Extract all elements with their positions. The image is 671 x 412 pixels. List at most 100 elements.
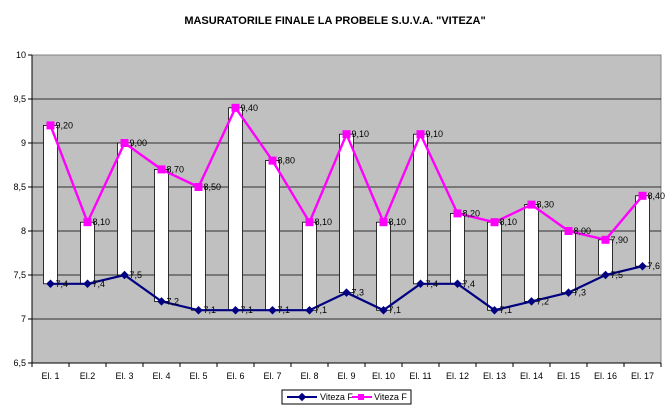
- data-label: 7,5: [611, 270, 624, 280]
- data-point: [83, 279, 92, 289]
- x-tick-label: El. 17: [631, 371, 654, 381]
- high-low-bar: [413, 133, 428, 285]
- high-low-bar: [117, 142, 132, 276]
- data-point: [268, 156, 277, 165]
- data-label: 7,1: [500, 305, 513, 315]
- data-label: 7,4: [463, 279, 476, 289]
- x-tick-label: El. 11: [409, 371, 431, 381]
- data-label: 7,1: [315, 305, 328, 315]
- data-label: 7,4: [426, 279, 439, 289]
- high-low-bar: [524, 204, 539, 302]
- high-low-bar: [561, 230, 576, 293]
- y-tick-label: 6,5: [13, 358, 26, 368]
- data-point: [157, 297, 166, 306]
- data-label: 8,10: [93, 217, 111, 227]
- x-tick-label: El. 13: [483, 371, 506, 381]
- x-tick-label: El. 4: [152, 371, 170, 381]
- chart-title: MASURATORILE FINALE LA PROBELE S.U.V.A. …: [184, 15, 485, 27]
- data-point: [379, 305, 388, 315]
- x-tick-label: El. 16: [594, 371, 617, 381]
- high-low-bar: [43, 125, 58, 285]
- data-point: [231, 305, 240, 315]
- x-tick-label: El. 7: [263, 371, 281, 381]
- data-point: [46, 121, 55, 130]
- data-label: 7,3: [352, 288, 365, 298]
- data-point: [490, 218, 499, 227]
- data-point: [379, 218, 388, 227]
- x-tick-label: El. 8: [300, 371, 318, 381]
- x-axis: El. 1 El.2 El. 3 El. 4 El. 5 El. 6 El. 7 El. 8 E…: [31, 362, 662, 381]
- y-tick-label: 10: [16, 50, 26, 60]
- high-low-bar: [487, 221, 502, 311]
- data-point: [342, 130, 351, 139]
- data-label: 8,30: [537, 200, 555, 210]
- high-low-bars: [43, 107, 650, 311]
- data-point: [453, 209, 462, 218]
- data-point: [564, 288, 573, 297]
- data-point: [527, 297, 536, 306]
- data-label: 8,70: [167, 164, 185, 174]
- data-point: [638, 191, 647, 200]
- data-point: [268, 305, 277, 315]
- y-tick-label: 8,5: [13, 182, 26, 192]
- y-tick-label: 9: [21, 138, 26, 148]
- data-point: [490, 305, 499, 315]
- legend-marker-viteza-f-navy: [297, 392, 307, 402]
- y-axis: 6,5 7 7,5 8 8,5 9 9,5 10: [13, 50, 33, 368]
- series-markers: [46, 103, 647, 315]
- data-label: 7,4: [93, 279, 106, 289]
- x-tick-label: El. 5: [189, 371, 207, 381]
- data-point: [527, 200, 536, 209]
- high-low-bar: [154, 168, 169, 302]
- data-point: [83, 218, 92, 227]
- data-point: [46, 279, 55, 289]
- data-label: 9,20: [56, 120, 74, 130]
- data-point: [194, 183, 203, 191]
- x-tick-label: El. 12: [446, 371, 469, 381]
- data-label: 8,80: [278, 156, 296, 166]
- high-low-bar: [302, 221, 317, 311]
- y-tick-label: 9,5: [13, 94, 26, 104]
- high-low-bar: [228, 107, 243, 311]
- high-low-bar: [635, 195, 650, 267]
- data-point: [601, 270, 610, 280]
- data-label: 7,1: [278, 305, 291, 315]
- data-label: 7,6: [648, 261, 661, 271]
- data-label: 9,40: [241, 103, 259, 113]
- data-label: 7,5: [130, 270, 143, 280]
- y-tick-label: 8: [21, 226, 26, 236]
- x-tick-label: El. 9: [337, 371, 355, 381]
- data-label: 7,1: [389, 305, 402, 315]
- high-low-bar: [80, 221, 95, 285]
- data-label: 7,2: [167, 296, 180, 306]
- data-labels: 7,4 7,4 7,5 7,2 7,1 7,1 7,1 7,1 7,3 7,1 7,4 7,4 7,1 7…: [56, 103, 666, 315]
- data-point: [453, 279, 462, 289]
- data-label: 9,00: [130, 138, 148, 148]
- data-point: [638, 261, 647, 271]
- legend: Viteza F Viteza F: [281, 389, 412, 405]
- data-point: [120, 139, 129, 147]
- data-label: 7,4: [56, 279, 69, 289]
- data-point: [231, 103, 240, 112]
- data-point: [157, 165, 166, 174]
- legend-label-viteza-f-magenta: Viteza F: [374, 392, 407, 402]
- y-tick-label: 7,5: [13, 270, 26, 280]
- data-label: 7,1: [241, 305, 254, 315]
- x-tick-label: El. 15: [557, 371, 580, 381]
- x-tick-label: El. 10: [372, 371, 395, 381]
- x-tick-label: El. 3: [115, 371, 133, 381]
- data-label: 9,10: [352, 129, 370, 139]
- data-point: [416, 130, 425, 139]
- data-point: [120, 270, 129, 280]
- high-low-bar: [191, 186, 206, 311]
- data-label: 8,50: [204, 182, 222, 192]
- data-point: [601, 235, 610, 244]
- x-tick-label: El. 14: [520, 371, 543, 381]
- data-point: [342, 288, 351, 297]
- data-label: 8,10: [315, 217, 333, 227]
- x-tick-label: El. 6: [226, 371, 244, 381]
- high-low-bar: [339, 133, 354, 293]
- legend-label-viteza-f-navy: Viteza F: [320, 392, 353, 402]
- data-label: 8,20: [463, 208, 481, 218]
